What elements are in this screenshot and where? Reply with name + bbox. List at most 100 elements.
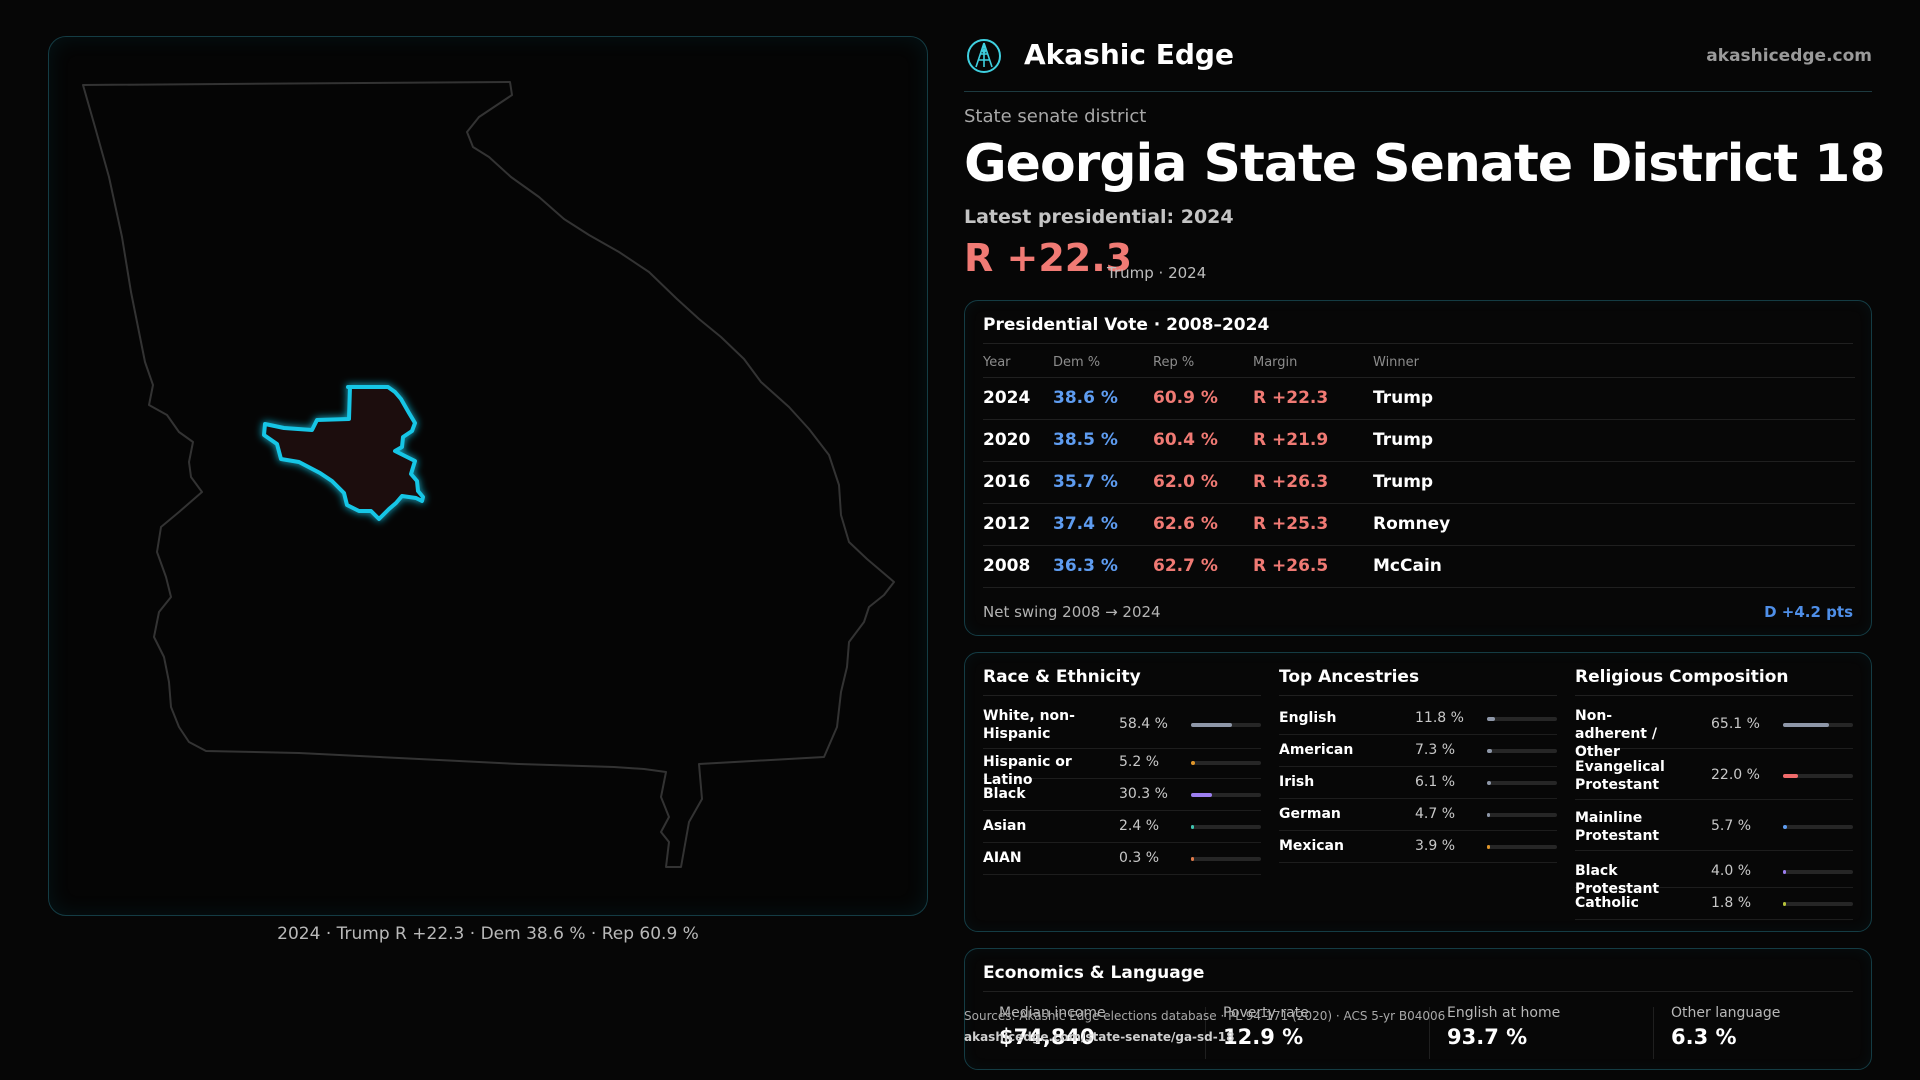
race-row[interactable]: Black 30.3 % bbox=[983, 781, 1261, 811]
race-row[interactable]: AIAN 0.3 % bbox=[983, 845, 1261, 875]
district-type-label: State senate district bbox=[964, 106, 1147, 127]
race-row[interactable]: Asian 2.4 % bbox=[983, 813, 1261, 843]
ancestry-row[interactable]: German 4.7 % bbox=[1279, 801, 1557, 831]
presidential-vote-card: Presidential Vote · 2008–2024 Year Dem %… bbox=[964, 300, 1872, 636]
brand-name[interactable]: Akashic Edge bbox=[1024, 38, 1234, 71]
latest-margin-value: R +22.3 bbox=[964, 236, 1133, 280]
religion-row[interactable]: Non-adherent / Other 65.1 % bbox=[1575, 705, 1853, 760]
religion-bar-fill bbox=[1783, 870, 1786, 874]
religion-row[interactable]: Black Protestant 4.0 % bbox=[1575, 858, 1853, 897]
cell-dem: 37.4 % bbox=[1053, 503, 1153, 546]
cell-margin: R +26.3 bbox=[1253, 461, 1373, 504]
district-18-shape[interactable] bbox=[262, 385, 425, 521]
economics-language-title: Economics & Language bbox=[983, 963, 1205, 983]
religion-row[interactable]: Evangelical Protestant 22.0 % bbox=[1575, 756, 1853, 800]
divider bbox=[983, 695, 1261, 696]
religion-label: Black Protestant bbox=[1575, 863, 1660, 897]
religion-row[interactable]: Mainline Protestant 5.7 % bbox=[1575, 807, 1853, 851]
race-label: White, non-Hispanic bbox=[983, 708, 1075, 742]
net-swing-value: D +4.2 pts bbox=[1764, 603, 1853, 621]
demographics-card: Race & Ethnicity White, non-Hispanic 58.4… bbox=[964, 652, 1872, 932]
race-row[interactable]: White, non-Hispanic 58.4 % bbox=[983, 705, 1261, 749]
cell-year: 2012 bbox=[983, 503, 1053, 546]
table-row[interactable]: 2024 38.6 % 60.9 % R +22.3 Trump bbox=[983, 377, 1855, 420]
ancestry-bar-fill bbox=[1487, 717, 1495, 721]
cell-dem: 38.5 % bbox=[1053, 419, 1153, 462]
ancestry-label: English bbox=[1279, 710, 1337, 726]
religion-bar-track bbox=[1783, 870, 1853, 874]
ancestry-row[interactable]: Mexican 3.9 % bbox=[1279, 833, 1557, 863]
stat-label: English at home bbox=[1447, 1005, 1561, 1021]
stat-poverty-rate: Poverty rate 12.9 % bbox=[1223, 1005, 1433, 1061]
religious-composition-panel: Religious Composition Non-adherent / Oth… bbox=[1575, 653, 1853, 931]
divider bbox=[1429, 1007, 1430, 1059]
table-row[interactable]: 2020 38.5 % 60.4 % R +21.9 Trump bbox=[983, 419, 1855, 462]
stat-value: 12.9 % bbox=[1223, 1025, 1304, 1049]
cell-year: 2008 bbox=[983, 545, 1053, 588]
economics-language-card: Economics & Language Median income $74,8… bbox=[964, 948, 1872, 1070]
presidential-vote-table: Year Dem % Rep % Margin Winner 2024 38.6… bbox=[983, 349, 1855, 588]
race-label: AIAN bbox=[983, 850, 1022, 866]
race-percent: 58.4 % bbox=[1119, 716, 1168, 732]
stat-value: $74,840 bbox=[999, 1025, 1095, 1049]
table-row[interactable]: 2016 35.7 % 62.0 % R +26.3 Trump bbox=[983, 461, 1855, 504]
sources-footer: Sources: Akashic Edge elections database… bbox=[964, 1006, 1445, 1048]
divider bbox=[1575, 695, 1853, 696]
race-bar-fill bbox=[1191, 793, 1212, 797]
sources-url-link[interactable]: akashicedge.com/state-senate/ga-sd-18 bbox=[964, 1030, 1235, 1044]
state-outline bbox=[82, 81, 895, 868]
cell-margin: R +21.9 bbox=[1253, 419, 1373, 462]
religion-percent: 5.7 % bbox=[1711, 818, 1752, 834]
cell-year: 2020 bbox=[983, 419, 1053, 462]
ancestry-bar-fill bbox=[1487, 845, 1490, 849]
ancestry-row[interactable]: American 7.3 % bbox=[1279, 737, 1557, 767]
table-row[interactable]: 2008 36.3 % 62.7 % R +26.5 McCain bbox=[983, 545, 1855, 588]
district-map-panel[interactable] bbox=[48, 36, 928, 916]
divider bbox=[1205, 1007, 1206, 1059]
ancestry-row[interactable]: Irish 6.1 % bbox=[1279, 769, 1557, 799]
ancestry-percent: 11.8 % bbox=[1415, 710, 1464, 726]
stat-median-income: Median income $74,840 bbox=[999, 1005, 1209, 1061]
cell-rep: 62.7 % bbox=[1153, 545, 1253, 588]
religion-percent: 1.8 % bbox=[1711, 895, 1752, 911]
brand-header: Akashic Edge akashicedge.com bbox=[964, 34, 1872, 92]
district-map bbox=[82, 81, 895, 868]
religion-row[interactable]: Catholic 1.8 % bbox=[1575, 890, 1853, 920]
col-header-dem: Dem % bbox=[1053, 349, 1153, 378]
religion-label: Evangelical Protestant bbox=[1575, 759, 1665, 793]
religious-composition-title: Religious Composition bbox=[1575, 667, 1789, 687]
cell-dem: 35.7 % bbox=[1053, 461, 1153, 504]
stat-label: Median income bbox=[999, 1005, 1106, 1021]
cell-winner: Trump bbox=[1373, 461, 1855, 504]
religion-bar-fill bbox=[1783, 825, 1787, 829]
race-percent: 30.3 % bbox=[1119, 786, 1168, 802]
religion-percent: 4.0 % bbox=[1711, 863, 1752, 879]
race-percent: 5.2 % bbox=[1119, 754, 1160, 770]
ancestry-row[interactable]: English 11.8 % bbox=[1279, 705, 1557, 735]
cell-rep: 62.6 % bbox=[1153, 503, 1253, 546]
ancestry-percent: 4.7 % bbox=[1415, 806, 1456, 822]
race-ethnicity-panel: Race & Ethnicity White, non-Hispanic 58.4… bbox=[983, 653, 1261, 931]
cell-winner: McCain bbox=[1373, 545, 1855, 588]
race-bar-track bbox=[1191, 761, 1261, 765]
brand-url-link[interactable]: akashicedge.com bbox=[1706, 46, 1872, 66]
stat-other-language: Other language 6.3 % bbox=[1671, 1005, 1881, 1061]
religion-bar-fill bbox=[1783, 902, 1786, 906]
religion-percent: 65.1 % bbox=[1711, 716, 1760, 732]
race-bar-track bbox=[1191, 793, 1261, 797]
race-bar-track bbox=[1191, 857, 1261, 861]
col-header-rep: Rep % bbox=[1153, 349, 1253, 378]
akashic-edge-logo-icon[interactable] bbox=[966, 38, 1002, 74]
race-bar-fill bbox=[1191, 723, 1232, 727]
table-row[interactable]: 2012 37.4 % 62.6 % R +25.3 Romney bbox=[983, 503, 1855, 546]
cell-margin: R +26.5 bbox=[1253, 545, 1373, 588]
religion-bar-fill bbox=[1783, 723, 1829, 727]
ancestry-bar-fill bbox=[1487, 749, 1492, 753]
latest-margin-caption: Trump · 2024 bbox=[1107, 264, 1207, 282]
stat-value: 6.3 % bbox=[1671, 1025, 1737, 1049]
map-caption: 2024 · Trump R +22.3 · Dem 38.6 % · Rep … bbox=[277, 924, 699, 944]
religion-label: Catholic bbox=[1575, 895, 1639, 911]
ancestry-bar-fill bbox=[1487, 781, 1491, 785]
race-row[interactable]: Hispanic or Latino 5.2 % bbox=[983, 749, 1261, 788]
ancestry-bar-track bbox=[1487, 813, 1557, 817]
